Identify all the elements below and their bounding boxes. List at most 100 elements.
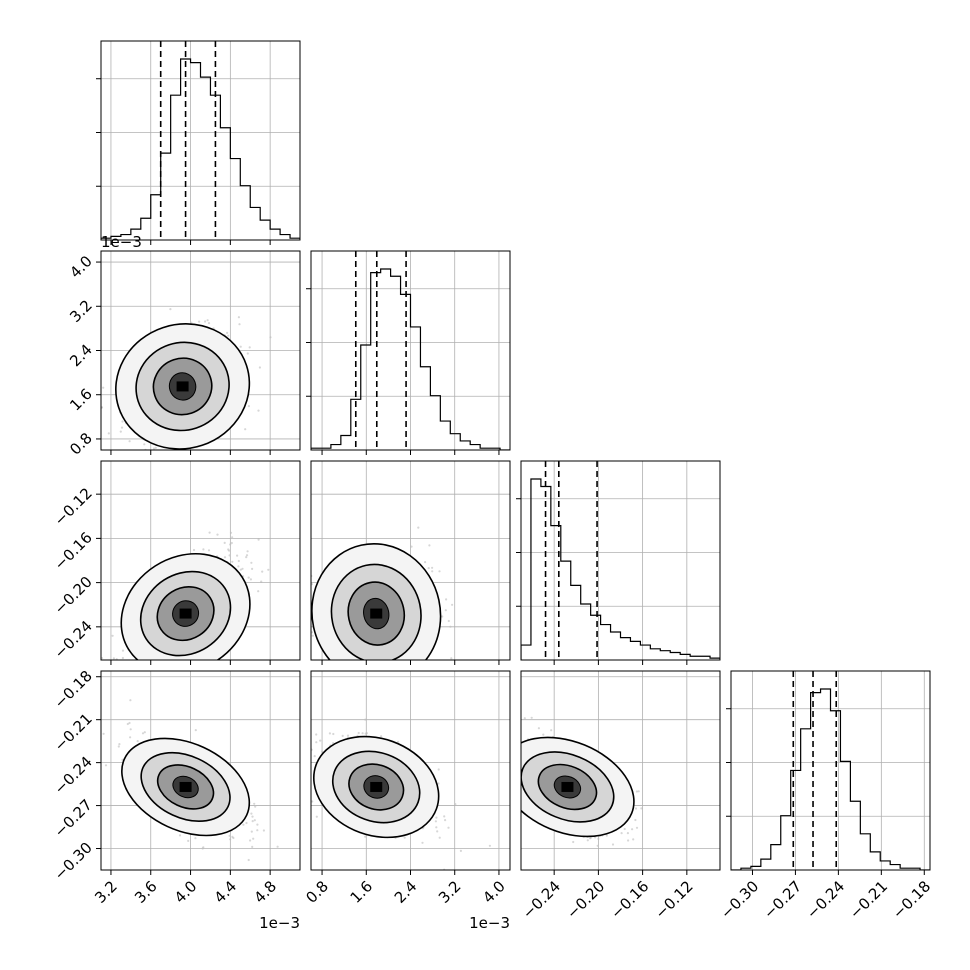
scatter-point: [247, 405, 250, 408]
x-tick-label: −0.12: [652, 877, 697, 922]
scatter-point: [403, 836, 406, 839]
x-tick-label: −0.24: [803, 877, 848, 922]
x-tick-label: 3.2: [91, 877, 121, 907]
scatter-point: [251, 845, 254, 849]
scatter-point: [248, 346, 251, 349]
scatter-point: [364, 732, 367, 735]
x-tick-label: −0.27: [760, 877, 805, 922]
scatter-panel-0-2: −0.24−0.20−0.16−0.12: [51, 460, 301, 694]
panel-frame: [100, 670, 301, 871]
scatter-point: [231, 560, 234, 563]
x-tick-label: 3.6: [131, 877, 161, 907]
scatter-point: [112, 657, 115, 660]
scatter-point: [257, 538, 260, 541]
scatter-point: [441, 615, 444, 618]
scatter-point: [301, 666, 303, 668]
scatter-point: [438, 836, 441, 839]
y-tick-label: 2.4: [66, 341, 96, 371]
x-tick-label: −0.16: [607, 877, 652, 922]
density-peak: [176, 381, 189, 392]
scatter-point: [332, 732, 335, 736]
scatter-point: [454, 803, 457, 806]
histogram-panel-2: [516, 460, 721, 665]
scatter-point: [330, 684, 332, 686]
scatter-point: [206, 319, 209, 322]
scatter-point: [246, 550, 249, 553]
x-tick-label: 0.8: [302, 877, 332, 907]
scatter-point: [168, 673, 170, 675]
scatter-point: [626, 832, 630, 835]
scatter-point: [421, 841, 424, 844]
histogram-panel-1: [306, 250, 511, 455]
scatter-point: [434, 820, 437, 823]
scatter-point: [125, 690, 127, 692]
scatter-point: [122, 681, 124, 683]
scatter-point: [605, 834, 608, 837]
scatter-point: [451, 603, 454, 606]
scatter-point: [161, 664, 163, 666]
scatter-point: [319, 739, 322, 742]
scatter-point: [184, 666, 186, 668]
scatter-point: [516, 785, 518, 787]
histogram-step: [521, 478, 720, 660]
scatter-point: [447, 826, 450, 829]
x-tick-label: −0.18: [889, 877, 934, 922]
scatter-point: [226, 331, 229, 334]
scatter-point: [364, 718, 367, 721]
x-tick-label: 4.0: [479, 877, 509, 907]
scatter-point: [250, 561, 253, 564]
scatter-point: [245, 556, 248, 559]
scatter-point: [204, 320, 207, 323]
scatter-point: [227, 334, 230, 337]
scatter-point: [172, 692, 174, 694]
scatter-point: [513, 765, 515, 767]
scatter-point: [142, 683, 144, 685]
scatter-point: [623, 827, 626, 831]
scatter-point: [140, 661, 142, 663]
scatter-point: [216, 533, 219, 536]
histogram-step: [101, 58, 300, 240]
scatter-point: [449, 625, 452, 628]
scatter-point: [237, 565, 240, 568]
scatter-point: [246, 352, 249, 355]
scatter-point: [326, 668, 328, 670]
scatter-point: [251, 820, 254, 823]
scatter-point: [166, 491, 168, 493]
scatter-point: [151, 667, 153, 669]
scatter-point: [635, 790, 639, 793]
scatter-point: [459, 849, 462, 853]
scatter-point: [386, 664, 388, 666]
scatter-point: [129, 728, 132, 731]
y-tick-label: −0.21: [51, 710, 96, 755]
scatter-point: [194, 729, 197, 732]
scatter-point: [329, 666, 331, 668]
scatter-point: [126, 722, 129, 726]
scatter-point: [311, 634, 314, 637]
density-peak: [179, 608, 192, 619]
scatter-point: [435, 816, 438, 819]
y-offset-label: 1e−3: [101, 233, 142, 251]
scatter-point: [252, 837, 255, 840]
scatter-point: [245, 554, 249, 557]
x-tick-label: 3.2: [435, 877, 465, 907]
scatter-point: [228, 554, 231, 557]
scatter-point: [340, 661, 342, 663]
scatter-point: [228, 834, 231, 837]
scatter-point: [121, 656, 124, 660]
scatter-point: [341, 734, 344, 738]
scatter-point: [194, 837, 197, 840]
scatter-point: [347, 703, 349, 705]
density-peak: [561, 781, 574, 792]
scatter-point: [239, 568, 242, 571]
scatter-point: [506, 781, 508, 783]
scatter-point: [488, 844, 491, 847]
scatter-point: [450, 657, 453, 660]
scatter-point: [305, 661, 307, 663]
y-tick-label: −0.24: [51, 617, 96, 662]
scatter-point: [111, 634, 114, 637]
scatter-point: [518, 760, 520, 762]
scatter-point: [119, 430, 122, 433]
scatter-point: [135, 452, 137, 454]
scatter-point: [253, 802, 256, 805]
